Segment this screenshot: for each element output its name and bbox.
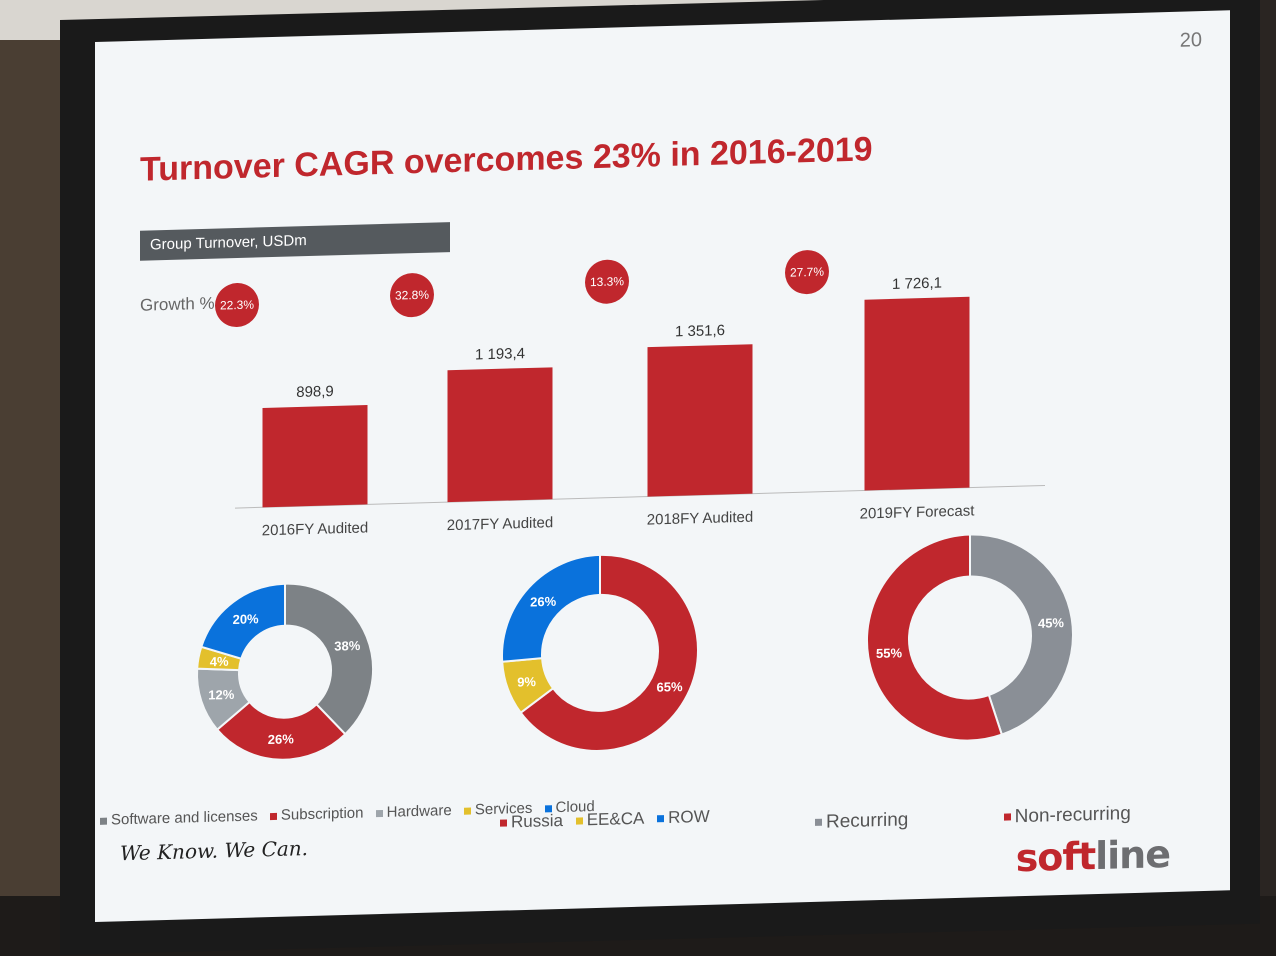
legend-swatch: [375, 809, 383, 817]
slice-label: 12%: [208, 687, 234, 703]
bar-value-label: 898,9: [296, 383, 334, 401]
legend-label: ROW: [668, 806, 710, 827]
recurring-legend: Recurring Non-recurring: [815, 803, 1139, 834]
slice-label: 20%: [233, 611, 259, 627]
slice-label: 26%: [530, 594, 556, 610]
bar: [262, 405, 368, 508]
page-number: 20: [1179, 29, 1202, 52]
category-label: 2016FY Audited: [262, 519, 368, 539]
legend-item: Non-recurring: [1003, 803, 1131, 828]
segment-donut-chart: 38% 26% 12% 4% 20%: [196, 582, 374, 761]
legend-item: EE&CA: [575, 808, 645, 830]
slice-label: 38%: [334, 638, 360, 654]
donut-slice: [969, 533, 1074, 736]
chart-header-bar: Group Turnover, USDm: [140, 222, 450, 261]
slice-label: 4%: [210, 654, 229, 670]
bar: [647, 344, 753, 497]
legend-swatch: [815, 819, 822, 827]
presentation-slide: 20 Turnover CAGR overcomes 23% in 2016-2…: [95, 10, 1230, 923]
logo-text-soft: soft: [1015, 834, 1096, 881]
region-donut-chart: 65% 9% 26%: [501, 553, 699, 752]
legend-label: EE&CA: [586, 808, 645, 830]
category-label: 2017FY Audited: [447, 514, 553, 534]
donut-slice: [501, 553, 601, 663]
softline-logo: softline: [1016, 832, 1170, 880]
slide-title: Turnover CAGR overcomes 23% in 2016-2019: [140, 130, 873, 189]
legend-item: Russia: [500, 811, 563, 832]
donut-slice: [200, 582, 286, 660]
legend-label: Russia: [511, 810, 563, 832]
legend-label: Software and licenses: [111, 807, 258, 829]
legend-item: Subscription: [269, 804, 364, 825]
legend-swatch: [500, 819, 507, 827]
legend-swatch: [269, 812, 277, 820]
slogan: We Know. We Can.: [120, 836, 309, 866]
legend-item: Recurring: [815, 809, 908, 833]
donut-slice: [215, 700, 347, 761]
slice-label: 65%: [656, 679, 682, 695]
donut-slice: [284, 582, 374, 736]
legend-swatch: [575, 817, 583, 825]
legend-label: Non-recurring: [1014, 803, 1131, 828]
legend-label: Subscription: [280, 804, 364, 824]
bar: [447, 367, 553, 503]
donut-slice: [519, 553, 699, 752]
bar-value-label: 1 351,6: [675, 322, 725, 340]
legend-swatch: [657, 815, 665, 823]
legend-swatch: [100, 817, 107, 825]
bar: [864, 296, 970, 491]
legend-label: Recurring: [826, 809, 909, 833]
bar-value-label: 1 193,4: [475, 345, 525, 363]
legend-label: Hardware: [386, 802, 452, 821]
legend-item: Hardware: [375, 802, 452, 821]
bar-value-label: 1 726,1: [892, 275, 942, 293]
logo-text-line: line: [1095, 831, 1170, 879]
legend-swatch: [463, 807, 471, 815]
slice-label: 55%: [876, 645, 902, 661]
category-label: 2019FY Forecast: [860, 502, 976, 522]
recurring-donut-chart: 45% 55%: [866, 533, 1074, 742]
donut-slice: [866, 533, 1004, 742]
slice-label: 9%: [517, 674, 536, 690]
category-label: 2018FY Audited: [647, 509, 753, 529]
legend-swatch: [1003, 813, 1011, 822]
room-curtain: [0, 40, 70, 956]
slice-label: 26%: [268, 731, 294, 747]
legend-item: ROW: [657, 807, 710, 827]
slice-label: 45%: [1038, 615, 1064, 631]
legend-item: Software and licenses: [100, 807, 258, 829]
turnover-bar-chart: 898,9 2016FY Audited 1 193,4 2017FY Audited…: [235, 275, 1045, 539]
